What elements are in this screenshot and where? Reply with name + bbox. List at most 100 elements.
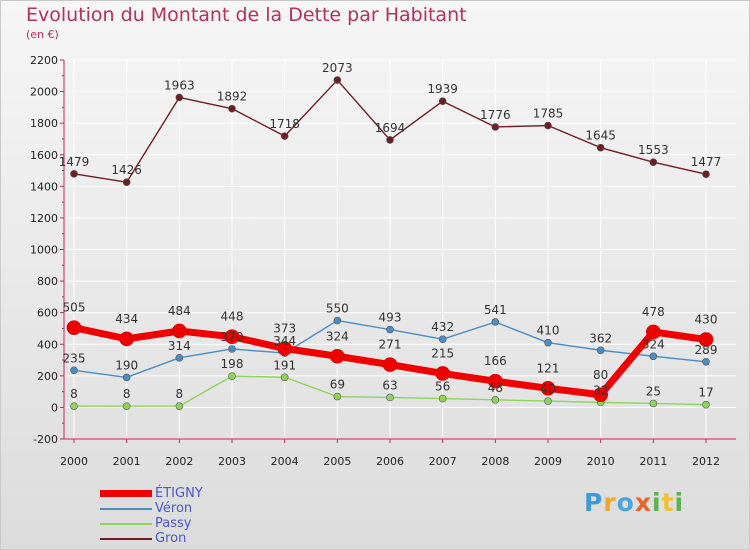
data-point [228, 372, 236, 380]
data-label: 56 [435, 380, 450, 394]
data-label: 550 [326, 302, 349, 316]
data-label: 484 [168, 304, 191, 318]
x-tick-label: 2009 [534, 455, 562, 468]
y-tick-label: 1400 [30, 180, 58, 193]
data-label: 80 [593, 368, 608, 382]
data-label: 1479 [59, 155, 90, 169]
data-label: 370 [221, 330, 244, 344]
x-tick-label: 2001 [113, 455, 141, 468]
data-point [386, 325, 394, 334]
data-point [544, 397, 552, 405]
y-tick-label: 400 [37, 338, 58, 351]
data-label: 1426 [111, 163, 142, 177]
data-label: 8 [123, 387, 131, 401]
data-label: 1553 [638, 143, 669, 157]
data-point [593, 387, 608, 403]
data-label: 198 [221, 357, 244, 371]
data-point [702, 357, 710, 366]
x-tick-label: 2006 [376, 455, 404, 468]
y-tick-label: 2000 [30, 86, 58, 99]
y-tick-label: 1600 [30, 149, 58, 162]
data-label: 215 [431, 346, 454, 360]
data-label: 1776 [480, 108, 511, 122]
data-point [333, 392, 342, 401]
data-label: 40 [540, 382, 555, 396]
data-label: 121 [537, 361, 560, 375]
data-point [333, 76, 342, 84]
data-point [175, 93, 184, 102]
x-tick-label: 2003 [218, 455, 246, 468]
data-label: 69 [330, 378, 345, 392]
data-label: 478 [642, 305, 665, 319]
data-point [491, 396, 500, 404]
legend-label: Gron [155, 531, 187, 546]
data-point [66, 320, 82, 335]
y-tick-label: 600 [37, 307, 58, 320]
data-point [119, 331, 134, 347]
data-label: 1785 [533, 107, 564, 121]
data-point [228, 345, 236, 353]
legend-swatch [100, 523, 152, 525]
data-point [70, 170, 78, 178]
data-point [224, 329, 240, 344]
data-label: 1939 [427, 82, 458, 96]
data-label: 289 [695, 343, 718, 357]
data-point [702, 170, 710, 178]
proxiti-logo: Proxiti [584, 488, 685, 517]
y-tick-label: -200 [33, 433, 58, 446]
data-point [175, 402, 184, 410]
legend-label: Passy [155, 516, 192, 531]
data-label: 541 [484, 303, 507, 317]
data-label: 63 [382, 378, 397, 392]
x-tick-label: 2011 [639, 455, 667, 468]
data-point [172, 323, 187, 339]
data-label: 190 [115, 358, 138, 372]
y-tick-label: 1800 [30, 117, 58, 130]
x-tick-label: 2002 [165, 455, 193, 468]
data-label: 373 [273, 322, 296, 336]
x-tick-label: 2005 [323, 455, 351, 468]
data-point [649, 399, 658, 408]
data-point [544, 121, 552, 130]
y-tick-label: 800 [37, 275, 58, 288]
data-point [435, 366, 450, 381]
y-tick-label: 200 [37, 370, 58, 383]
y-tick-label: 1000 [30, 244, 58, 257]
data-label: 434 [115, 312, 138, 326]
data-point [175, 354, 184, 362]
data-label: 17 [698, 386, 713, 400]
data-point [596, 346, 605, 355]
data-point [333, 316, 342, 325]
x-tick-label: 2004 [271, 455, 299, 468]
data-label: 191 [273, 358, 296, 372]
data-point [646, 324, 661, 340]
data-label: 410 [537, 324, 560, 338]
x-tick-label: 2008 [481, 455, 509, 468]
data-point [649, 158, 658, 166]
data-label: 32 [593, 383, 608, 397]
data-point [382, 357, 398, 372]
y-tick-label: 1200 [30, 212, 58, 225]
data-point [702, 400, 710, 409]
legend-swatch [100, 508, 152, 510]
y-tick-label: 2200 [30, 54, 58, 67]
data-point [280, 132, 289, 140]
legend-swatch [100, 538, 152, 540]
y-tick-label: 0 [51, 401, 58, 414]
data-point [277, 341, 292, 356]
data-label: 2073 [322, 61, 353, 75]
data-point [122, 178, 131, 187]
data-point [330, 348, 345, 364]
data-label: 1892 [217, 90, 248, 104]
data-point [540, 381, 556, 396]
data-point [386, 136, 394, 144]
data-point [491, 318, 500, 326]
data-point [228, 104, 236, 113]
data-point [491, 123, 500, 131]
data-point [649, 352, 658, 361]
data-label: 235 [63, 351, 86, 365]
data-label: 8 [176, 387, 184, 401]
data-label: 505 [63, 301, 86, 315]
data-point [438, 335, 447, 343]
